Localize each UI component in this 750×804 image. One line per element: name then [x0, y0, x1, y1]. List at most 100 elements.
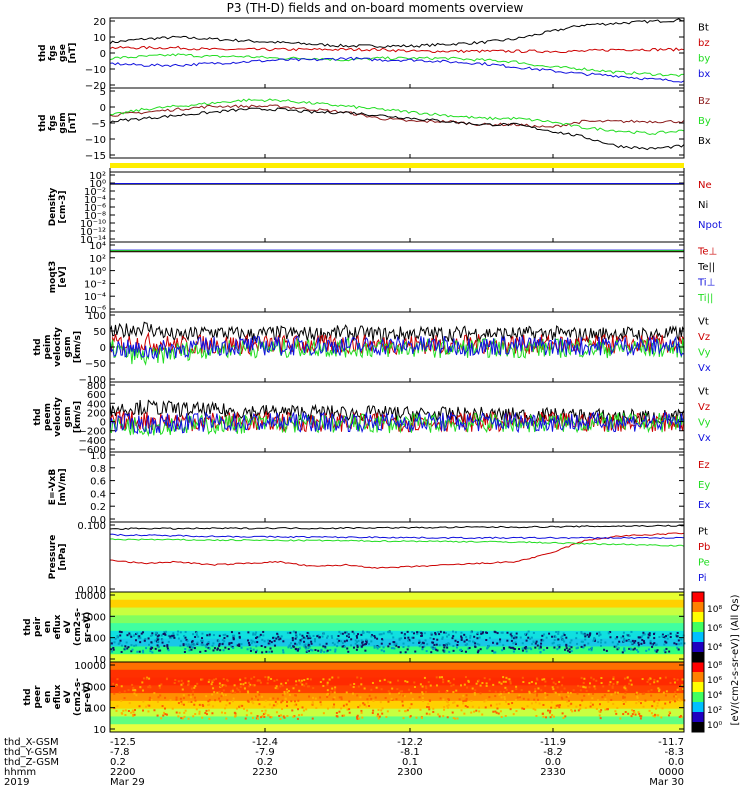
spectrogram-pixel: [555, 704, 558, 707]
spectrogram-pixel: [513, 637, 516, 640]
spectrogram-pixel: [205, 695, 208, 698]
spectrogram-pixel: [282, 640, 285, 643]
spectrogram-pixel: [350, 638, 353, 641]
spectrogram-pixel: [231, 690, 234, 693]
spectrogram-pixel: [350, 644, 353, 647]
spectrogram-pixel: [156, 714, 159, 717]
spectrogram-pixel: [435, 648, 438, 651]
spectrogram-pixel: [201, 716, 204, 719]
spectrogram-pixel: [361, 644, 364, 647]
spectrogram-pixel: [465, 694, 468, 697]
spectrogram-pixel: [158, 686, 161, 689]
spectrogram-pixel: [628, 639, 631, 642]
spectrogram-pixel: [227, 648, 230, 651]
spectrogram-pixel: [179, 631, 182, 634]
spectrogram-pixel: [373, 645, 376, 648]
spectrogram-pixel: [253, 676, 256, 679]
spectrogram-pixel: [269, 697, 272, 700]
spectrogram-pixel: [498, 702, 501, 705]
spectrogram-pixel: [361, 632, 364, 635]
spectrogram-pixel: [677, 648, 680, 651]
spectrogram-pixel: [410, 703, 413, 706]
spectrogram-pixel: [224, 712, 227, 715]
spectrogram-pixel: [310, 642, 313, 645]
spectrogram-pixel: [326, 695, 329, 698]
spectrogram-pixel: [637, 711, 640, 714]
spectrogram-pixel: [127, 689, 130, 692]
spectrogram-pixel: [418, 639, 421, 642]
xaxis-row-label: thd_Z-GSM: [4, 757, 59, 768]
spectrogram-pixel: [463, 683, 466, 686]
spectrogram-pixel: [554, 691, 557, 694]
spectrogram-pixel: [655, 650, 658, 653]
spectrogram-pixel: [258, 703, 261, 706]
xaxis-row-value: -11.7: [658, 737, 684, 748]
spectrogram-pixel: [438, 676, 441, 679]
legend-Vz: Vz: [698, 332, 710, 343]
spectrogram-pixel: [382, 632, 385, 635]
spectrogram-pixel: [424, 685, 427, 688]
spectrogram-pixel: [149, 686, 152, 689]
spectrogram-pixel: [298, 641, 301, 644]
spectrogram-pixel: [423, 676, 426, 679]
spectrogram-pixel: [186, 645, 189, 648]
spectrogram-pixel: [347, 650, 350, 653]
spectrogram-pixel: [194, 713, 197, 716]
spectrogram-pixel: [496, 642, 499, 645]
spectrogram-pixel: [326, 693, 329, 696]
spectrogram-pixel: [208, 678, 211, 681]
spectrogram-pixel: [614, 637, 617, 640]
spectrogram-pixel: [676, 688, 679, 691]
spectrogram-pixel: [294, 631, 297, 634]
spectrogram-pixel: [621, 651, 624, 654]
spectrogram-pixel: [172, 636, 175, 639]
spectrogram-pixel: [217, 639, 220, 642]
y-tick-label: 5: [100, 87, 106, 98]
spectrogram-pixel: [133, 634, 136, 637]
y-tick-label: 800: [87, 381, 106, 392]
spectrogram-pixel: [522, 680, 525, 683]
spectrogram-pixel: [307, 685, 310, 688]
spectrogram-pixel: [148, 696, 151, 699]
spectrogram-pixel: [479, 630, 482, 633]
spectrogram-pixel: [507, 703, 510, 706]
spectrogram-pixel: [570, 702, 573, 705]
spectrogram-pixel: [460, 636, 463, 639]
spectrogram-pixel: [279, 714, 282, 717]
spectrogram-pixel: [675, 635, 678, 638]
spectrogram-pixel: [157, 645, 160, 648]
colorbar-tick: 10⁸: [707, 605, 722, 615]
spectrogram-pixel: [506, 639, 509, 642]
spectrogram-pixel: [650, 689, 653, 692]
spectrogram-pixel: [112, 682, 115, 685]
y-axis-label: Density[cm-3]: [48, 188, 68, 227]
spectrogram-pixel: [643, 641, 646, 644]
spectrogram-pixel: [400, 690, 403, 693]
legend-Pb: Pb: [698, 542, 710, 553]
spectrogram-pixel: [647, 690, 650, 693]
spectrogram-pixel: [456, 643, 459, 646]
spectrogram-pixel: [387, 645, 390, 648]
spectrogram-pixel: [322, 678, 325, 681]
spectrogram-pixel: [228, 642, 231, 645]
spectrogram-pixel: [426, 705, 429, 708]
spectrogram-pixel: [515, 632, 518, 635]
spectrogram-pixel: [193, 647, 196, 650]
spectrogram-pixel: [629, 640, 632, 643]
spectrogram-pixel: [233, 634, 236, 637]
spectrogram-pixel: [398, 709, 401, 712]
spectrogram-pixel: [500, 715, 503, 718]
spectrogram-pixel: [201, 639, 204, 642]
spectrogram-pixel: [360, 645, 363, 648]
spectrogram-pixel: [263, 715, 266, 718]
spectrogram-pixel: [356, 694, 359, 697]
spectrogram-pixel: [149, 646, 152, 649]
spectrogram-pixel: [538, 647, 541, 650]
spectrogram-pixel: [275, 637, 278, 640]
spectrogram-pixel: [504, 686, 507, 689]
spectrogram-pixel: [604, 698, 607, 701]
spectrogram-pixel: [480, 632, 483, 635]
y-tick-label: 0.8: [90, 464, 106, 475]
spectrogram-pixel: [314, 648, 317, 651]
spectrogram-pixel: [389, 681, 392, 684]
